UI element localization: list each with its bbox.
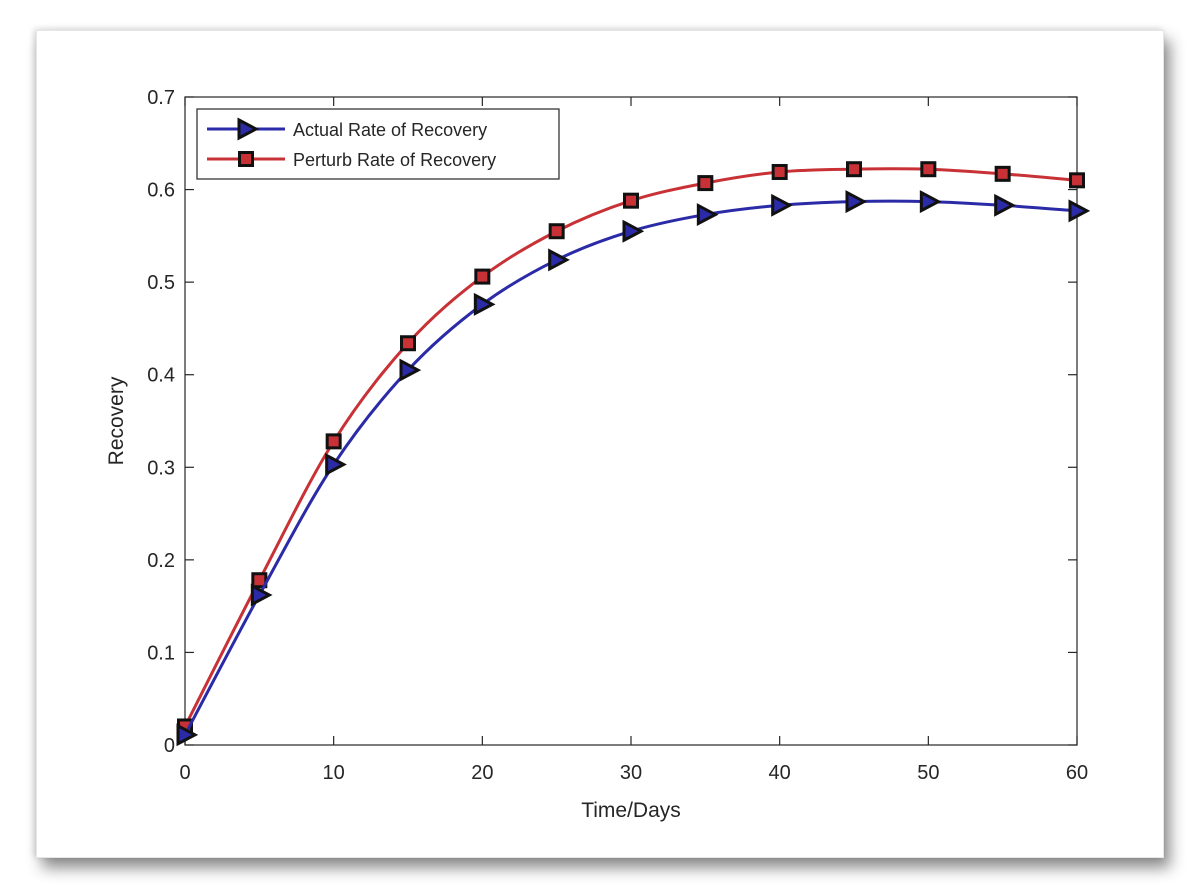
series-line [183,167,1078,728]
y-tick-label: 0.4 [147,365,175,387]
data-point-marker [771,193,793,217]
data-point-marker [1069,172,1085,189]
line-chart: 0 10 20 30 40 50 60 0 0.1 0.2 0.3 0.4 0.5 0.6 0.7 Time/… [105,87,1091,822]
data-point-marker [1068,199,1091,223]
legend-label: Perturb Rate of Recovery [293,150,496,170]
y-tick-label: 0 [164,735,175,757]
data-point-marker [846,161,862,178]
data-point-marker [250,583,273,607]
y-tick-label: 0.2 [147,550,175,572]
legend-label: Actual Rate of Recovery [293,120,487,140]
data-point-marker [697,175,714,192]
data-point-marker [474,268,491,285]
x-axis-title: Time/Days [581,799,681,822]
data-point-marker [623,192,639,209]
data-point-marker [771,163,788,180]
data-point-marker [919,190,942,214]
y-tick-label: 0.5 [147,272,175,294]
y-tick-label: 0.3 [147,457,175,479]
legend-marker [238,151,254,167]
data-point-marker [399,358,422,382]
data-point-marker [325,453,347,476]
y-tick-label: 0.1 [147,642,175,664]
y-tick-label: 0.6 [147,180,175,202]
data-point-marker [548,223,565,240]
x-tick-label: 60 [1066,762,1088,784]
x-tick-label: 10 [323,762,345,784]
data-point-marker [994,193,1016,217]
data-point-marker [994,165,1011,182]
series-actual [176,190,1091,747]
series-perturb [177,161,1085,735]
data-point-marker [325,433,342,450]
x-tick-label: 40 [769,762,791,784]
y-axis-title: Recovery [105,376,128,465]
data-point-marker [622,219,645,243]
y-tick-label: 0.7 [147,87,175,109]
series-group [176,161,1091,747]
data-point-marker [845,190,868,214]
data-point-marker [920,161,937,178]
data-point-marker [400,335,416,352]
figure-frame: 0 10 20 30 40 50 60 0 0.1 0.2 0.3 0.4 0.5 0.6 0.7 Time/… [36,30,1164,858]
data-point-marker [696,203,719,227]
legend: Actual Rate of Recovery Perturb Rate of R… [196,108,560,180]
data-point-marker [548,248,570,272]
data-point-marker [176,723,199,747]
x-tick-label: 20 [471,762,493,784]
legend-marker [237,117,260,141]
x-tick-label: 50 [917,762,939,784]
data-point-marker [473,292,496,316]
axes: 0 10 20 30 40 50 60 0 0.1 0.2 0.3 0.4 0.5 0.6 0.7 Time/… [105,87,1088,822]
x-tick-label: 30 [620,762,642,784]
legend-box [196,108,560,180]
x-tick-label: 0 [179,762,190,784]
